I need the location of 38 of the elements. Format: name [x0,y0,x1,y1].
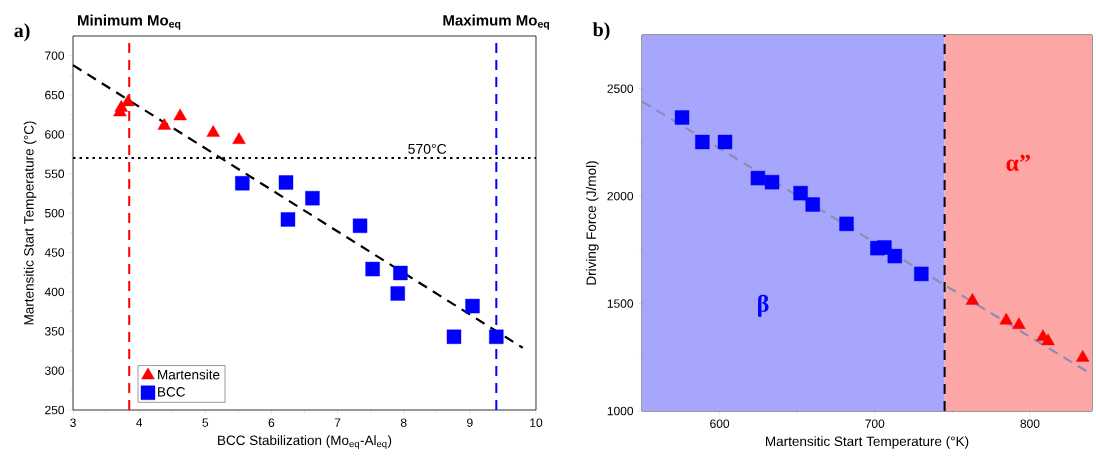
y-tick-label: 600 [45,130,65,139]
x-axis-title: Martensitic Start Temperature (°K) [766,436,969,449]
y-tick-label: 250 [45,405,65,415]
y-tick-label: 550 [45,169,65,179]
text: b) [592,22,610,41]
ref-line-label: 570°C [408,143,447,154]
y-tick-label: 450 [44,248,65,257]
x-tick-label: 8 [400,418,407,427]
x-tick-label: 4 [136,418,143,427]
band-label: β [758,294,769,317]
band-label: α” [1006,154,1030,171]
legend-label: Martensite [158,369,220,380]
y-tick-label: 2000 [607,191,634,201]
x-tick-label: 9 [467,418,473,427]
x-tick-label: 6 [268,418,275,427]
x-tick-label: 7 [334,418,341,427]
ref-line-label: Minimum Mo$_{eq}$ [78,14,181,30]
x-axis-title: BCC Stabilization (Mo$_{eq}$-Al$_{eq}$) [218,435,392,450]
y-axis-title: Martensitic Start Temperature (°C) [23,121,37,325]
y-tick-label: 1000 [607,406,634,416]
text: a) [14,23,30,42]
x-tick-label: 800 [1020,419,1040,428]
legend-label: BCC [158,387,185,397]
x-tick-label: 700 [865,419,885,428]
x-tick-label: 5 [202,418,209,427]
y-tick-label: 300 [44,366,65,375]
y-tick-label: 400 [44,287,65,297]
y-tick-label: 2500 [607,84,634,93]
y-tick-label: 1500 [607,299,634,308]
x-tick-label: 10 [530,418,543,427]
x-tick-label: 3 [70,418,76,427]
x-tick-label: 600 [710,419,730,428]
y-tick-label: 350 [44,327,65,336]
y-tick-label: 700 [45,51,65,60]
y-axis-title: Driving Force (J/mol) [586,161,599,285]
y-tick-label: 650 [45,90,65,100]
ref-line-label: Maximum Mo$_{eq}$ [443,14,549,30]
y-tick-label: 500 [45,208,65,218]
